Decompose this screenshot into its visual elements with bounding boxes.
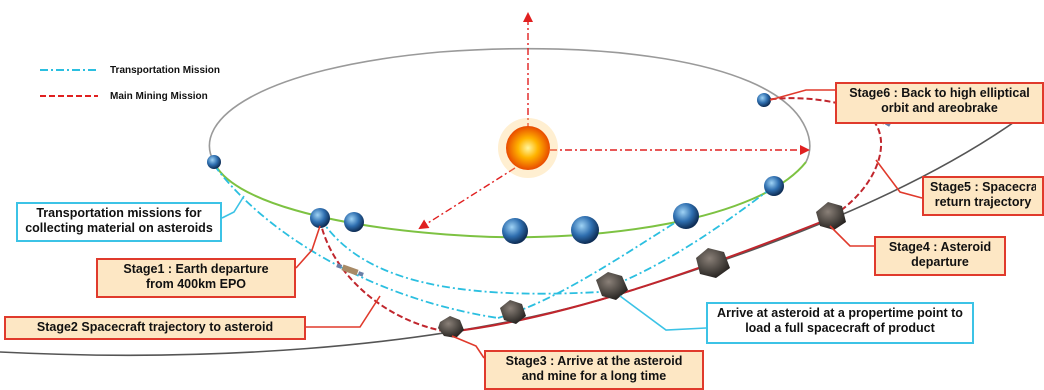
earth-icon [207,155,221,169]
stage4-callout: Stage4 : Asteroid departure [874,236,1006,276]
stage3-line2: and mine for a long time [521,369,667,383]
earth-icon [571,216,599,244]
axis-diag-arrow [418,167,516,230]
stage2-callout: Stage2 Spacecraft trajectory to asteroid [4,316,306,340]
arrive-line1: Arrive at asteroid at a propertime point… [717,306,963,320]
stage4-line1: Stage4 : Asteroid [888,240,992,254]
stage3-connector [451,335,485,359]
transport-connector [221,195,245,219]
earths [207,93,784,244]
stage1-line1: Stage1 : Earth departure [123,262,269,276]
stage1-callout: Stage1 : Earth departure from 400km EPO [96,258,296,298]
spacecraft-icon [336,263,364,277]
legend-transport-label: Transportation Mission [110,65,220,76]
transport-paths [213,164,775,319]
asteroid-icon [696,248,730,278]
earth-icon [502,218,528,244]
stage6-callout: Stage6 : Back to high elliptical orbit a… [835,82,1044,124]
legend-mining-label: Main Mining Mission [110,91,208,102]
stage5-callout: Stage5 : Spacecraft return trajectory [922,176,1044,216]
earth-icon [344,212,364,232]
transport-path-4 [599,185,775,291]
callout-lines-blue [221,195,707,331]
asteroid-icon [816,202,846,230]
stage6-connector [769,89,835,101]
asteroids [438,202,846,338]
transport-line2: collecting material on asteroids [25,221,213,235]
callout-lines [295,89,923,359]
stage1-line2: from 400km EPO [145,277,247,291]
stage2-connector [306,295,381,328]
arrive-connector [619,295,707,331]
earth-icon [310,208,330,228]
stage5-connector [875,159,923,199]
stage6-line2: orbit and areobrake [881,101,998,115]
stage3-callout: Stage3 : Arrive at the asteroid and mine… [484,350,704,390]
sun [498,118,558,178]
stage4-connector [829,225,874,247]
transport-path-1 [213,164,499,319]
transport-callout: Transportation missions for collecting m… [16,202,222,242]
arrive-callout: Arrive at asteroid at a propertime point… [706,302,974,344]
asteroid-icon [438,316,464,338]
transport-path-2 [319,217,601,295]
arrive-line2: load a full spacecraft of product [745,321,935,335]
mining-paths [319,97,883,333]
asteroid-icon [500,300,526,324]
earth-icon [673,203,699,229]
legend: Transportation Mission Main Mining Missi… [40,65,220,102]
earth-orbit-upper [208,47,811,163]
asteroid-icon [596,272,628,300]
sun-icon [506,126,550,170]
earth-icon [764,176,784,196]
stage2-line1: Stage2 Spacecraft trajectory to asteroid [36,320,274,334]
stage1-connector [295,225,321,269]
stage5-line1: Stage5 : Spacecraft [930,180,1036,194]
transport-line1: Transportation missions for [36,206,202,220]
stage5-line2: return trajectory [934,195,1032,209]
sun-axes [418,12,810,230]
earth-icon [757,93,771,107]
stage4-line2: departure [911,255,969,269]
asteroid-coast-trajectory [447,219,827,333]
stage2-trajectory [319,219,449,333]
stage3-line1: Stage3 : Arrive at the asteroid [505,354,683,368]
stage6-line1: Stage6 : Back to high elliptical [849,86,1030,100]
earth-orbit-lower [213,161,807,239]
